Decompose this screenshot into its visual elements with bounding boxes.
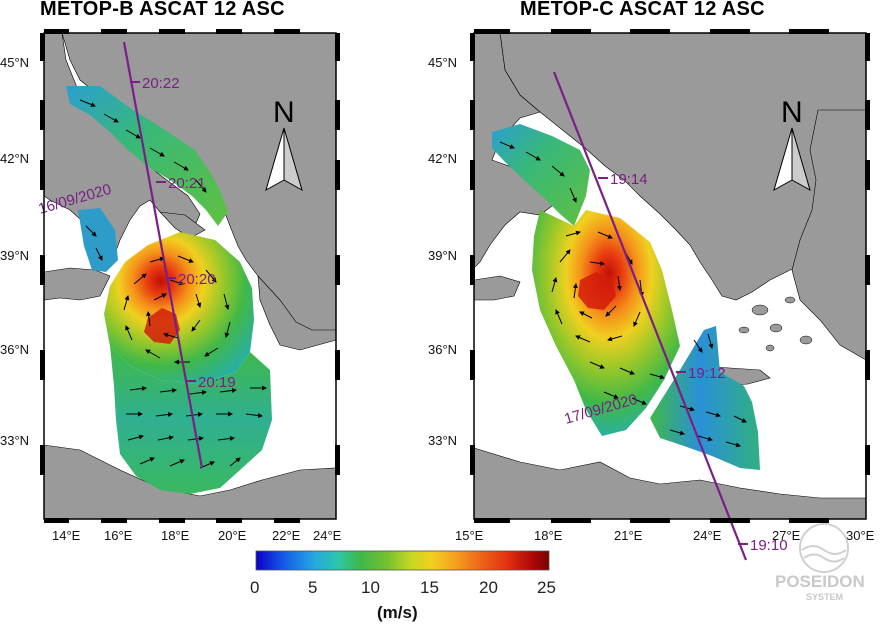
left-track-time-3: 20:20: [178, 271, 216, 288]
right-north-arrow-icon: N: [773, 96, 811, 192]
colorbar-tick: 5: [308, 578, 317, 597]
logo-name: POSEIDON: [775, 572, 865, 591]
left-track-ticks: [130, 81, 196, 382]
left-swath-adriatic: [66, 86, 228, 226]
right-track-time-1: 19:14: [610, 171, 648, 188]
right-lat-label: 42°N: [428, 151, 457, 166]
right-swath-storm: [532, 210, 680, 436]
right-wind-arrows: [499, 141, 747, 448]
left-lon-label: 16°E: [104, 528, 133, 543]
right-lon-label: 30°E: [846, 528, 875, 543]
logo-sub: SYSTEM: [806, 592, 843, 602]
wave-icon: [799, 523, 849, 573]
right-swath-south: [650, 326, 760, 470]
right-storm-core: [578, 272, 616, 310]
left-lat-label: 36°N: [0, 342, 29, 357]
colorbar-tick: 15: [420, 578, 439, 597]
right-lat-label: 39°N: [428, 248, 457, 263]
left-panel-title: METOP-B ASCAT 12 ASC: [40, 0, 285, 20]
left-land-sicily: [43, 267, 111, 301]
right-lon-label: 21°E: [614, 528, 643, 543]
right-track-ticks: [598, 177, 748, 545]
left-lon-label: 18°E: [161, 528, 190, 543]
colorbar-tick: 20: [479, 578, 498, 597]
right-lat-label: 45°N: [428, 55, 457, 70]
left-track-time-4: 20:19: [198, 374, 236, 391]
right-lon-label: 15°E: [455, 528, 484, 543]
colorbar-scale: [255, 550, 550, 571]
right-track-time-3: 19:10: [750, 537, 788, 554]
left-lon-label: 14°E: [52, 528, 81, 543]
left-lat-label: 45°N: [0, 55, 29, 70]
colorbar-tick: 0: [250, 578, 259, 597]
right-lon-label: 24°E: [693, 528, 722, 543]
left-lat-label: 33°N: [0, 433, 29, 448]
colorbar: 0 5 10 15 20 25 (m/s): [250, 550, 556, 622]
left-track-time-2: 20:21: [168, 175, 206, 192]
left-frame-ticks: [40, 29, 340, 523]
left-north-label: N: [273, 96, 295, 129]
left-lon-label: 20°E: [218, 528, 247, 543]
right-swath-adriatic: [492, 124, 590, 226]
right-track-time-2: 19:12: [688, 365, 726, 382]
left-swath-tyrrhenian: [78, 208, 118, 272]
right-lon-label: 27°E: [772, 528, 801, 543]
left-swath-storm: [104, 232, 254, 384]
left-land-heel: [159, 211, 206, 239]
left-track-time-1: 20:22: [142, 75, 180, 92]
right-lon-label: 18°E: [534, 528, 563, 543]
poseidon-logo: POSEIDON SYSTEM: [775, 523, 865, 602]
right-north-label: N: [781, 96, 803, 129]
left-north-arrow-icon: N: [265, 96, 303, 192]
right-track-line: [552, 71, 748, 561]
left-swath-south: [110, 346, 272, 494]
right-map: 19:14 19:12 19:10 17/09/2020 N 45°N 42°N…: [428, 29, 875, 561]
left-track-line: [122, 41, 204, 469]
right-panel-title: METOP-C ASCAT 12 ASC: [520, 0, 765, 20]
left-lat-label: 42°N: [0, 151, 29, 166]
colorbar-tick: 10: [361, 578, 380, 597]
right-lat-label: 33°N: [428, 433, 457, 448]
right-frame-ticks: [470, 29, 870, 523]
right-islands: [738, 296, 813, 352]
colorbar-unit: (m/s): [377, 603, 418, 622]
left-lon-label: 22°E: [272, 528, 301, 543]
left-lon-label: 24°E: [313, 528, 342, 543]
left-lat-label: 39°N: [0, 248, 29, 263]
left-wind-arrows: [79, 99, 267, 469]
left-storm-core: [144, 308, 180, 344]
right-lat-label: 36°N: [428, 342, 457, 357]
colorbar-tick: 25: [537, 578, 556, 597]
left-map: 20:22 20:21 20:20 20:19 16/09/2020 N: [0, 29, 342, 543]
